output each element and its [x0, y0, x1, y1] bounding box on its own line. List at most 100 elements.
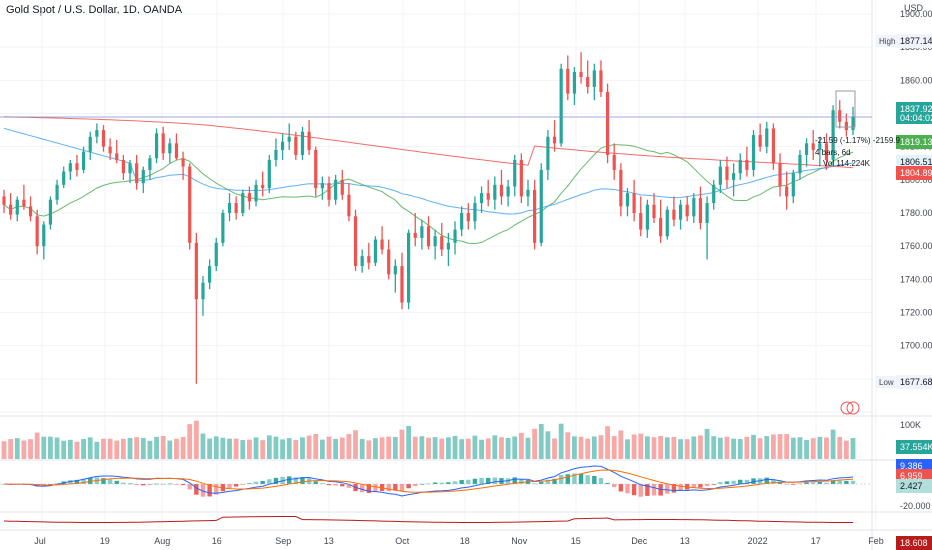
macd-histogram-bar — [592, 475, 597, 484]
volume-bar — [658, 436, 664, 459]
candle-body — [261, 184, 265, 189]
candle — [141, 166, 145, 194]
candle — [227, 193, 232, 222]
macd-histogram-bar — [532, 483, 537, 485]
candle — [433, 229, 437, 260]
high-value: 1877.140 — [900, 36, 932, 46]
macd-histogram-bar — [837, 480, 842, 484]
volume-bar — [764, 436, 770, 459]
candle-body — [280, 141, 285, 150]
candle-body — [579, 72, 583, 78]
candle-body — [88, 136, 92, 152]
candle-body — [645, 204, 649, 230]
volume-bar — [379, 437, 385, 459]
candle-body — [42, 224, 46, 247]
volume-bar — [1, 441, 7, 459]
chart-title: Gold Spot / U.S. Dollar, 1D, OANDA — [6, 4, 183, 16]
volume-bar — [432, 437, 438, 459]
candle-body — [758, 135, 762, 147]
candle — [128, 159, 132, 184]
candle-body — [154, 133, 159, 159]
candle-body — [254, 184, 258, 202]
volume-bar — [784, 434, 790, 459]
candle-body — [75, 163, 79, 170]
candle-body — [320, 183, 324, 189]
volume-bar — [552, 438, 557, 459]
candle-body — [639, 213, 643, 230]
candle — [22, 184, 26, 210]
x-tick-label: 13 — [680, 536, 690, 546]
candle — [188, 163, 192, 250]
y-tick-label: 1760.000 — [900, 241, 932, 251]
macd-histogram-bar — [612, 484, 617, 488]
macd-histogram-bar — [386, 484, 391, 492]
macd-histogram-bar — [147, 484, 153, 486]
candle-body — [327, 183, 331, 200]
volume-bar — [260, 440, 266, 459]
volume-bar — [717, 437, 723, 459]
measure-volume: Vol 114.224K — [823, 159, 871, 168]
candle — [115, 140, 119, 164]
candle-body — [108, 146, 112, 154]
volume-bar — [538, 424, 544, 459]
candle — [287, 123, 291, 150]
volume-bar — [525, 437, 531, 459]
macd-histogram-bar — [572, 473, 577, 484]
candle-body — [440, 236, 444, 250]
candle — [533, 179, 537, 250]
candle — [68, 159, 72, 180]
candle-body — [128, 163, 132, 174]
candle-body — [168, 143, 172, 154]
candle-body — [294, 136, 298, 155]
macd-histogram-bar — [287, 476, 292, 484]
candle — [48, 196, 53, 230]
price-axis[interactable]: USD1900.0001880.0001860.0001840.0001820.… — [876, 3, 932, 550]
candle — [420, 219, 424, 250]
candle-body — [307, 131, 311, 150]
macd-histogram-bar — [273, 477, 279, 484]
candle — [639, 196, 643, 237]
macd-histogram-bar — [134, 484, 139, 486]
candle — [824, 133, 829, 170]
x-tick-label: Aug — [154, 536, 170, 546]
measure-bars: 4 bars, 6d — [815, 148, 851, 157]
macd-histogram-bar — [505, 478, 511, 484]
macd-histogram-bar — [492, 477, 498, 484]
volume-bar — [605, 426, 610, 459]
time-axis[interactable]: Jul 19 Aug 16 Sep 13 Oct 18 Nov 15 Dec 13 2022 17 Feb — [34, 536, 884, 546]
bottom-value-bg — [896, 536, 932, 550]
macd-histogram-bar — [844, 480, 849, 484]
macd-histogram-bar — [671, 484, 677, 493]
candle-body — [718, 166, 722, 185]
candle — [15, 196, 19, 222]
candle-body — [705, 203, 709, 223]
macd-histogram-bar — [452, 481, 458, 484]
candle — [692, 193, 696, 223]
macd-histogram-bar — [74, 479, 80, 484]
volume-bar — [406, 425, 412, 459]
volume-bar — [67, 439, 73, 459]
candle — [831, 105, 835, 167]
candle — [751, 130, 756, 177]
candle-body — [446, 242, 450, 250]
macd-histogram-bar — [439, 482, 444, 484]
candle — [705, 196, 709, 260]
macd-histogram-bar — [797, 483, 803, 485]
candle-body — [121, 159, 125, 174]
volume-bar — [101, 438, 106, 459]
candle-body — [68, 163, 72, 172]
candle-body — [732, 173, 736, 180]
candle — [493, 176, 497, 210]
candle — [42, 221, 46, 260]
candles — [2, 52, 855, 384]
candle-body — [539, 169, 543, 243]
candle — [88, 131, 92, 160]
candle-body — [818, 143, 822, 150]
axis-currency: USD — [904, 3, 924, 13]
candle-body — [586, 77, 590, 87]
volume-bar — [797, 437, 803, 459]
candle-body — [552, 136, 557, 144]
macd-histogram-bar — [293, 477, 299, 484]
macd-histogram-bar — [618, 484, 624, 492]
